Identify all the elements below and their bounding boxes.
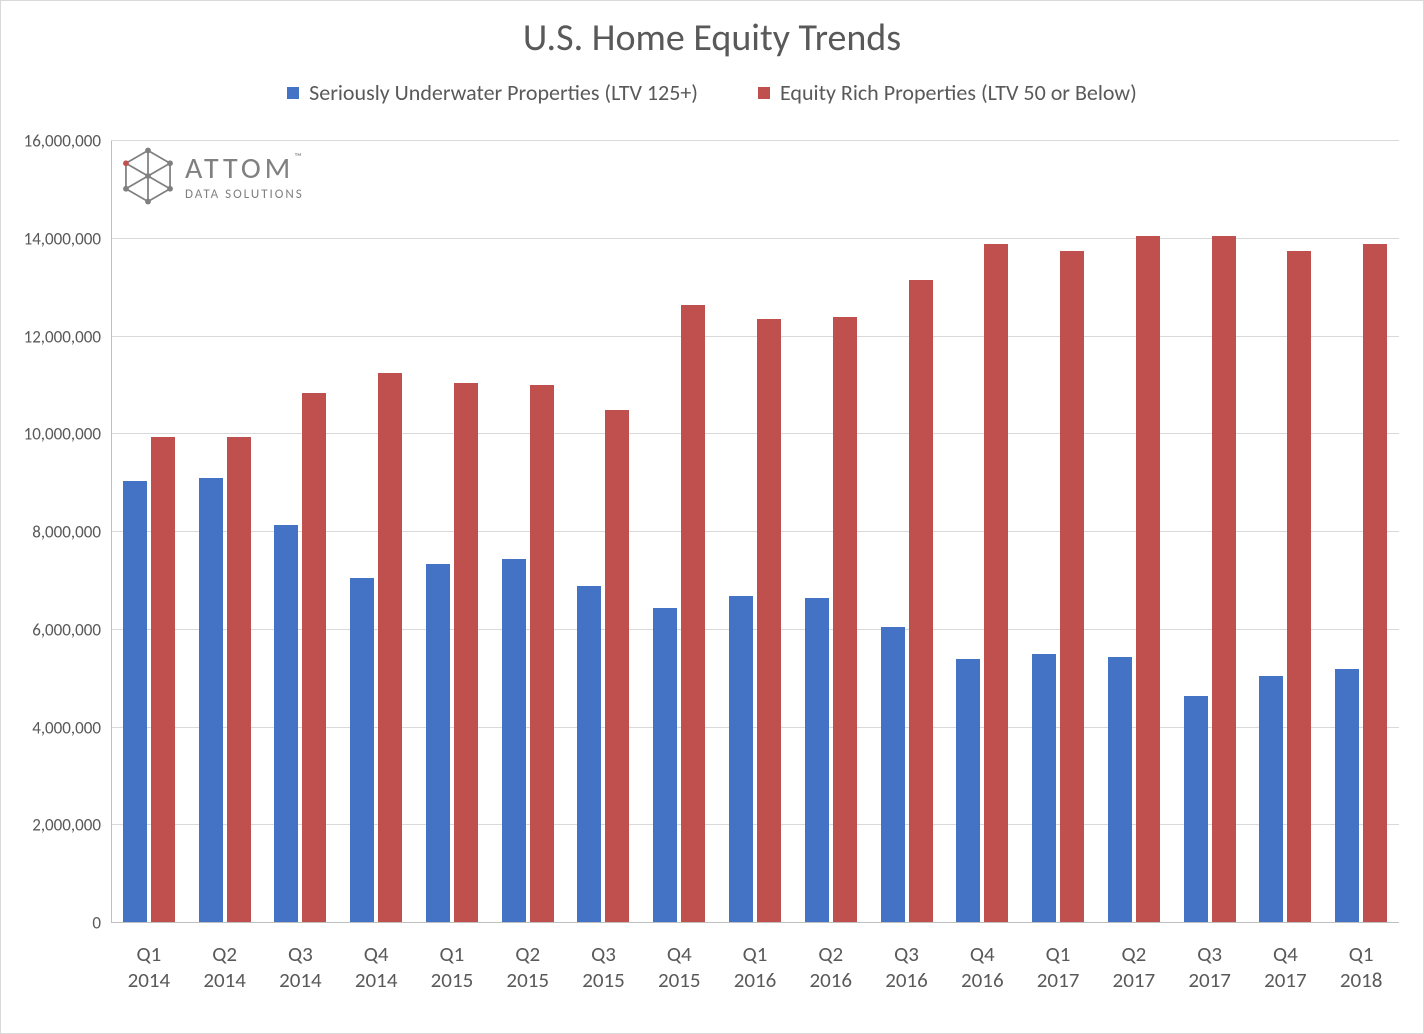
x-tick-label: Q32016 <box>869 933 945 1013</box>
x-tick-label: Q12014 <box>111 933 187 1013</box>
y-tick-label: 2,000,000 <box>32 815 111 836</box>
bar-equity-rich <box>605 410 629 923</box>
bar-equity-rich <box>1287 251 1311 923</box>
bar-group <box>1020 141 1096 923</box>
legend-item-equity-rich: Equity Rich Properties (LTV 50 or Below) <box>758 79 1137 106</box>
bar-equity-rich <box>757 319 781 923</box>
y-tick-label: 6,000,000 <box>32 619 111 640</box>
bar-underwater <box>199 478 223 923</box>
plot-area: ATTOM™ DATA SOLUTIONS 02,000,0004,000,00… <box>111 141 1399 923</box>
bar-group <box>793 141 869 923</box>
bar-equity-rich <box>302 393 326 923</box>
y-tick-label: 10,000,000 <box>24 424 111 445</box>
x-tick-label: Q12016 <box>717 933 793 1013</box>
bar-underwater <box>577 586 601 923</box>
bar-group <box>338 141 414 923</box>
y-tick-label: 14,000,000 <box>24 228 111 249</box>
legend-label-equity-rich: Equity Rich Properties (LTV 50 or Below) <box>780 79 1137 106</box>
bar-underwater <box>1259 676 1283 923</box>
legend: Seriously Underwater Properties (LTV 125… <box>1 79 1423 106</box>
bar-equity-rich <box>1363 244 1387 923</box>
bar-underwater <box>805 598 829 923</box>
bar-equity-rich <box>833 317 857 923</box>
bar-underwater <box>426 564 450 923</box>
x-tick-label: Q22016 <box>793 933 869 1013</box>
bar-equity-rich <box>681 305 705 923</box>
x-axis-labels: Q12014Q22014Q32014Q42014Q12015Q22015Q320… <box>111 933 1399 1013</box>
x-tick-label: Q12017 <box>1020 933 1096 1013</box>
y-tick-label: 12,000,000 <box>24 326 111 347</box>
x-tick-label: Q22014 <box>187 933 263 1013</box>
bar-group <box>717 141 793 923</box>
bar-underwater <box>502 559 526 923</box>
bar-equity-rich <box>984 244 1008 923</box>
x-tick-label: Q42017 <box>1247 933 1323 1013</box>
bar-equity-rich <box>454 383 478 923</box>
chart-frame: U.S. Home Equity Trends Seriously Underw… <box>0 0 1424 1034</box>
x-tick-label: Q42015 <box>641 933 717 1013</box>
legend-swatch-equity-rich <box>758 87 770 99</box>
legend-item-underwater: Seriously Underwater Properties (LTV 125… <box>287 79 698 106</box>
bar-underwater <box>274 525 298 923</box>
bar-group <box>869 141 945 923</box>
bar-equity-rich <box>530 385 554 923</box>
bar-group <box>1096 141 1172 923</box>
bar-group <box>187 141 263 923</box>
x-tick-label: Q32015 <box>566 933 642 1013</box>
bar-equity-rich <box>1212 236 1236 923</box>
bar-underwater <box>1184 696 1208 923</box>
x-tick-label: Q32014 <box>263 933 339 1013</box>
bar-group <box>566 141 642 923</box>
bar-underwater <box>881 627 905 923</box>
bar-equity-rich <box>227 437 251 923</box>
bar-underwater <box>123 481 147 923</box>
bar-group <box>111 141 187 923</box>
bar-underwater <box>1108 657 1132 923</box>
bar-group <box>641 141 717 923</box>
bar-underwater <box>1335 669 1359 923</box>
y-tick-label: 8,000,000 <box>32 522 111 543</box>
bar-underwater <box>350 578 374 923</box>
legend-label-underwater: Seriously Underwater Properties (LTV 125… <box>309 79 698 106</box>
bars-area <box>111 141 1399 923</box>
y-axis-line <box>111 141 112 923</box>
bar-group <box>263 141 339 923</box>
bar-underwater <box>729 596 753 923</box>
y-tick-label: 0 <box>92 913 111 934</box>
x-tick-label: Q12015 <box>414 933 490 1013</box>
bar-equity-rich <box>1060 251 1084 923</box>
bar-equity-rich <box>378 373 402 923</box>
bar-group <box>1172 141 1248 923</box>
bar-underwater <box>1032 654 1056 923</box>
x-tick-label: Q22017 <box>1096 933 1172 1013</box>
x-tick-label: Q42014 <box>338 933 414 1013</box>
x-tick-label: Q32017 <box>1172 933 1248 1013</box>
bar-underwater <box>653 608 677 923</box>
bar-underwater <box>956 659 980 923</box>
legend-swatch-underwater <box>287 87 299 99</box>
bar-group <box>414 141 490 923</box>
x-tick-label: Q42016 <box>944 933 1020 1013</box>
x-axis-line <box>111 922 1399 923</box>
chart-title: U.S. Home Equity Trends <box>1 1 1423 61</box>
bar-equity-rich <box>1136 236 1160 923</box>
bar-group <box>1247 141 1323 923</box>
y-tick-label: 4,000,000 <box>32 717 111 738</box>
bar-group <box>944 141 1020 923</box>
x-tick-label: Q12018 <box>1323 933 1399 1013</box>
y-tick-label: 16,000,000 <box>24 131 111 152</box>
bar-group <box>490 141 566 923</box>
bar-equity-rich <box>909 280 933 923</box>
bar-equity-rich <box>151 437 175 923</box>
x-tick-label: Q22015 <box>490 933 566 1013</box>
bar-group <box>1323 141 1399 923</box>
